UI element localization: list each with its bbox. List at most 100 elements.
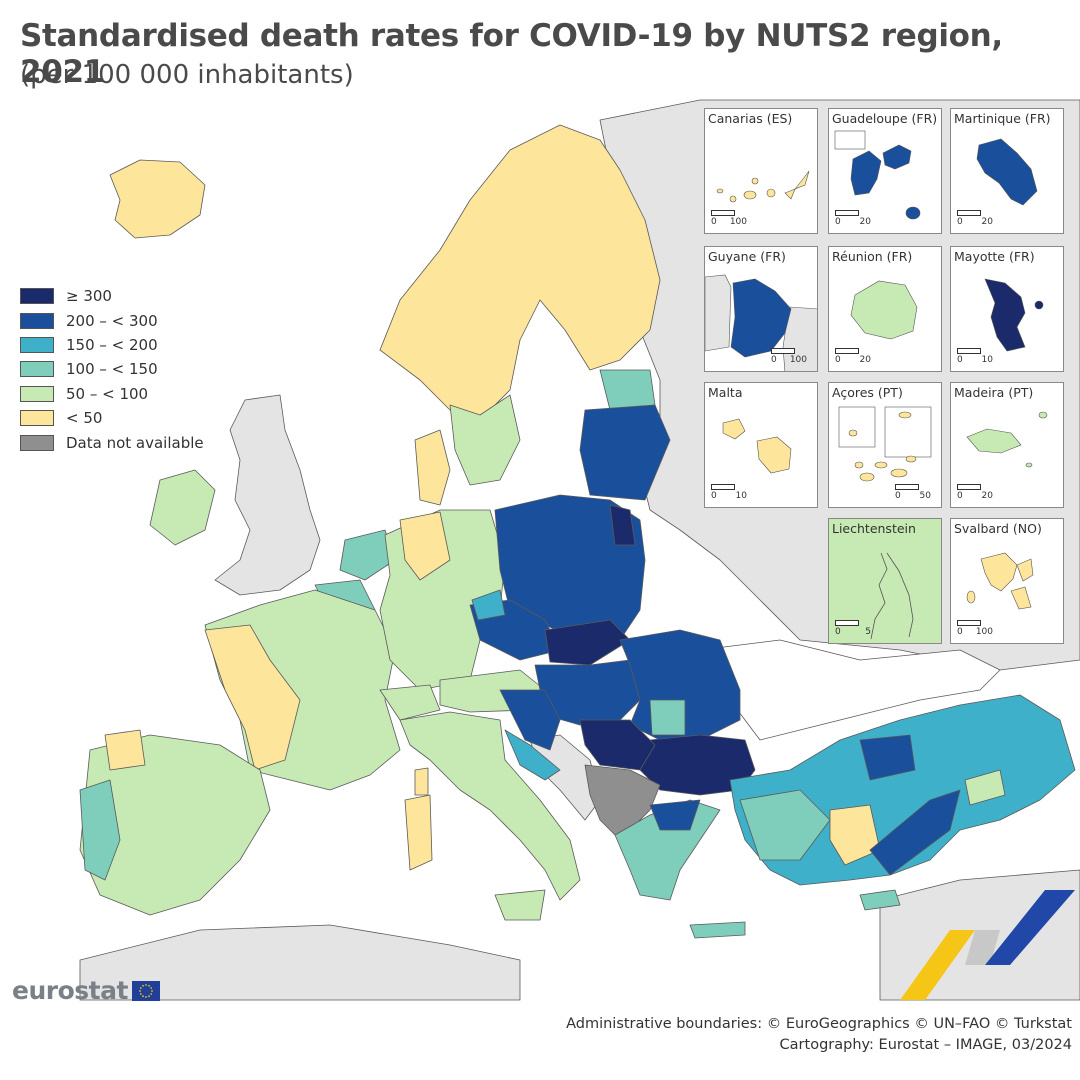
scale-bar: 0 20 xyxy=(957,484,993,501)
inset-shape xyxy=(870,552,914,640)
inset-title: Canarias (ES) xyxy=(708,111,793,126)
sicily xyxy=(494,889,546,921)
legend-label: 150 – < 200 xyxy=(66,335,158,354)
legend-swatch xyxy=(20,385,54,402)
scale-bar: 0 20 xyxy=(957,210,993,227)
scale-bar: 0 100 xyxy=(771,348,807,365)
inset-shape xyxy=(834,130,921,220)
scale-bar: 0 100 xyxy=(957,620,993,637)
black-sea xyxy=(699,639,1001,741)
serbia-region-dark xyxy=(579,719,656,771)
inset-mayotte: Mayotte (FR) 0 10 xyxy=(950,246,1064,372)
eurostat-chevron-icon xyxy=(900,890,1075,1000)
corsica xyxy=(414,767,429,796)
legend-label: 100 – < 150 xyxy=(66,360,158,379)
inset-malta: Malta 0 10 xyxy=(704,382,818,508)
inset-shape xyxy=(976,138,1038,206)
scale-bar: 0 100 xyxy=(711,210,747,227)
inset-title: Guadeloupe (FR) xyxy=(832,111,938,126)
inset-title: Liechtenstein xyxy=(832,521,916,536)
inset-shape xyxy=(984,278,1044,352)
inset-shape xyxy=(716,170,810,203)
czechia-west-teal xyxy=(471,589,506,621)
netherlands xyxy=(339,529,396,581)
legend-label: 200 – < 300 xyxy=(66,311,158,330)
latvia-lithuania xyxy=(579,404,671,501)
inset-title: Açores (PT) xyxy=(832,385,903,400)
greece-north-blue xyxy=(649,799,701,831)
legend-swatch xyxy=(20,312,54,329)
legend-item: 100 – < 150 xyxy=(20,357,204,381)
inset-shape xyxy=(705,274,817,371)
iceland-region xyxy=(109,159,206,239)
turkey-east-green xyxy=(964,769,1006,806)
credits: Administrative boundaries: © EuroGeograp… xyxy=(566,1014,1072,1056)
france-west-yellow xyxy=(204,624,301,771)
turkey-west-teal xyxy=(739,789,831,861)
inset-svalbard: Svalbard (NO) 0 100 xyxy=(950,518,1064,644)
legend-label: 50 – < 100 xyxy=(66,384,149,403)
legend-label: Data not available xyxy=(66,433,204,452)
eurostat-wordmark: eurostat xyxy=(12,976,128,1005)
inset-shape xyxy=(966,552,1034,610)
inset-martinique: Martinique (FR) 0 20 xyxy=(950,108,1064,234)
estonia xyxy=(599,369,656,411)
legend-item: 150 – < 200 xyxy=(20,333,204,357)
slovakia xyxy=(544,619,631,666)
romania-center-teal xyxy=(649,699,686,736)
crete xyxy=(689,921,746,939)
legend-swatch xyxy=(20,288,54,305)
south-sweden xyxy=(449,394,521,486)
inset-title: Malta xyxy=(708,385,743,400)
cyprus xyxy=(859,889,901,911)
ireland xyxy=(149,469,216,546)
inset-shape xyxy=(966,411,1048,468)
scale-bar: 0 50 xyxy=(895,484,931,501)
spain xyxy=(79,734,271,916)
scale-bar: 0 20 xyxy=(835,210,871,227)
inset-shape xyxy=(838,406,932,482)
poland-east-dark xyxy=(609,504,636,546)
galicia xyxy=(104,729,146,771)
inset-title: Mayotte (FR) xyxy=(954,249,1035,264)
legend-swatch xyxy=(20,361,54,378)
croatia-coast-teal xyxy=(504,729,561,781)
legend-item: 50 – < 100 xyxy=(20,382,204,406)
scale-bar: 0 20 xyxy=(835,348,871,365)
legend-item: 200 – < 300 xyxy=(20,308,204,332)
inset-canarias: Canarias (ES) 0 100 xyxy=(704,108,818,234)
inset-shape xyxy=(850,280,918,340)
legend: ≥ 300 200 – < 300 150 – < 200 100 – < 15… xyxy=(20,284,204,455)
portugal xyxy=(79,779,121,881)
legend-item: ≥ 300 xyxy=(20,284,204,308)
eurostat-logo: eurostat xyxy=(12,976,160,1005)
turkey-center-yellow xyxy=(829,804,881,866)
legend-item: Data not available xyxy=(20,430,204,454)
inset-title: Svalbard (NO) xyxy=(954,521,1042,536)
legend-swatch xyxy=(20,434,54,451)
legend-label: < 50 xyxy=(66,409,103,428)
switzerland xyxy=(379,684,441,721)
inset-reunion: Réunion (FR) 0 20 xyxy=(828,246,942,372)
inset-shape xyxy=(722,418,792,474)
eu-flag-icon xyxy=(131,980,160,1001)
legend-swatch xyxy=(20,410,54,427)
scale-bar: 0 10 xyxy=(957,348,993,365)
page-subtitle: (per 100 000 inhabitants) xyxy=(20,60,354,90)
inset-title: Martinique (FR) xyxy=(954,111,1051,126)
credits-cartography: Cartography: Eurostat – IMAGE, 03/2024 xyxy=(779,1037,1072,1053)
inset-title: Guyane (FR) xyxy=(708,249,786,264)
germany-north-yellow xyxy=(399,511,451,581)
turkey-north-blue xyxy=(859,734,916,781)
sardinia xyxy=(404,794,433,871)
inset-madeira: Madeira (PT) 0 20 xyxy=(950,382,1064,508)
scale-bar: 0 10 xyxy=(711,484,747,501)
inset-guyane: Guyane (FR) 0 100 xyxy=(704,246,818,372)
legend-label: ≥ 300 xyxy=(66,287,112,306)
inset-guadeloupe: Guadeloupe (FR) 0 20 xyxy=(828,108,942,234)
turkey-south-blue xyxy=(869,789,961,876)
inset-acores: Açores (PT) 0 50 xyxy=(828,382,942,508)
